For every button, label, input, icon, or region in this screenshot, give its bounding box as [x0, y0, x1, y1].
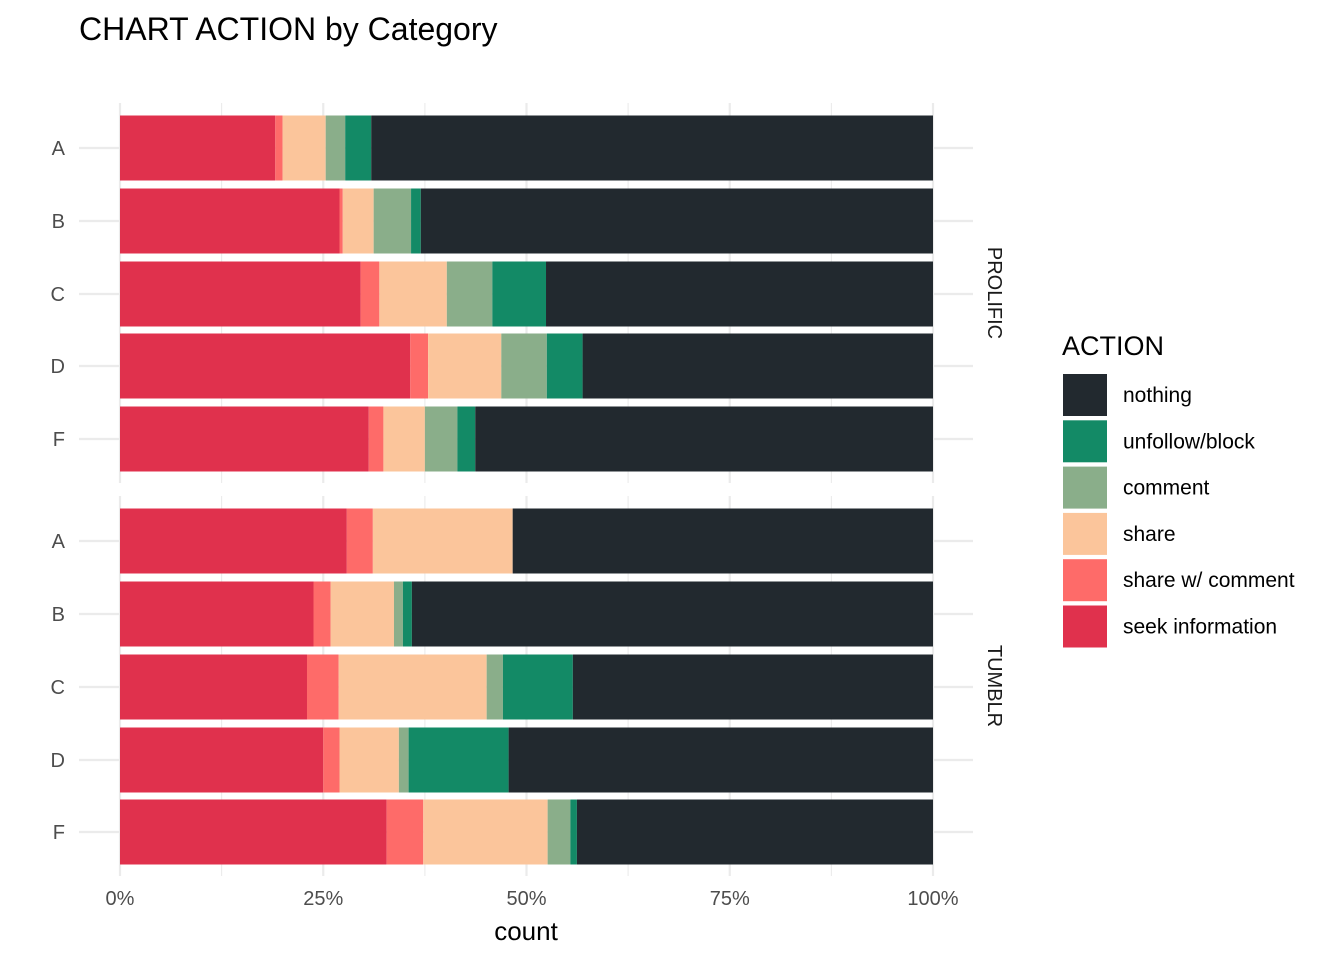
bar-segment-prolific-c-nothing	[546, 261, 933, 327]
bar-segment-tumblr-c-unfollow-block	[502, 654, 573, 720]
bar-segment-prolific-c-unfollow-block	[492, 261, 547, 327]
bar-segment-prolific-c-comment	[446, 261, 493, 327]
axes-layer: A B C D F PROLIFIC A B C D F TUMBLR 0% 25% 50% 75% 100%	[51, 138, 1005, 910]
bar-segment-prolific-a-comment	[325, 115, 346, 181]
bar-segment-prolific-d-comment	[501, 333, 547, 399]
bar-segment-tumblr-c-seek-information	[120, 654, 307, 720]
y-tick-label: A	[52, 531, 66, 553]
bar-segment-tumblr-c-share	[338, 654, 487, 720]
legend-key-unfollow-block	[1063, 420, 1107, 463]
bar-segment-tumblr-a-share	[372, 508, 513, 574]
facet-strip-label-prolific: PROLIFIC	[983, 247, 1005, 339]
bar-segment-prolific-a-nothing	[371, 115, 933, 181]
x-tick-label: 75%	[710, 888, 750, 910]
bar-segment-prolific-d-nothing	[582, 333, 933, 399]
bar-segment-prolific-b-share	[342, 188, 374, 254]
bar-segment-tumblr-a-nothing	[512, 508, 933, 574]
bar-segment-tumblr-c-comment	[486, 654, 503, 720]
x-tick-label: 25%	[303, 888, 343, 910]
y-tick-label: C	[51, 284, 65, 306]
y-tick-label: B	[52, 211, 65, 233]
legend-key-nothing	[1063, 374, 1107, 416]
legend-key-seek-information	[1063, 605, 1107, 648]
bar-segment-prolific-f-seek-information	[120, 406, 369, 472]
bar-segment-tumblr-b-comment	[393, 581, 403, 647]
y-tick-label: A	[52, 138, 66, 160]
x-axis-title: count	[494, 916, 558, 946]
y-tick-label: B	[52, 604, 65, 626]
bar-segment-prolific-d-share	[428, 333, 502, 399]
bar-segment-tumblr-f-seek-information	[120, 799, 387, 865]
bar-segment-prolific-a-unfollow-block	[345, 115, 372, 181]
bar-segment-tumblr-d-nothing	[508, 727, 933, 793]
bar-segment-prolific-f-unfollow-block	[457, 406, 476, 472]
bar-segment-prolific-f-nothing	[475, 406, 933, 472]
legend-label: comment	[1123, 477, 1210, 500]
bar-segment-tumblr-b-nothing	[411, 581, 933, 647]
legend: ACTION nothing unfollow/block comment share…	[1062, 331, 1295, 648]
bar-segment-prolific-b-nothing	[420, 188, 933, 254]
legend-label: unfollow/block	[1123, 430, 1255, 453]
bar-segment-prolific-b-comment	[373, 188, 412, 254]
bar-segment-tumblr-d-seek-information	[120, 727, 324, 793]
bars-layer	[120, 115, 933, 865]
y-tick-label: D	[51, 750, 65, 772]
bar-segment-tumblr-d-comment	[398, 727, 409, 793]
legend-key-comment	[1063, 466, 1107, 509]
y-tick-label: D	[51, 356, 65, 378]
bar-segment-tumblr-d-share	[339, 727, 399, 793]
bar-segment-tumblr-f-unfollow-block	[570, 799, 577, 865]
bar-segment-tumblr-a-share-w-comment	[346, 508, 373, 574]
bar-segment-tumblr-f-share	[423, 799, 548, 865]
bar-segment-prolific-f-share-w-comment	[368, 406, 384, 472]
bar-segment-tumblr-b-share	[330, 581, 394, 647]
bar-segment-tumblr-a-seek-information	[120, 508, 347, 574]
legend-label: nothing	[1123, 384, 1192, 407]
bar-segment-tumblr-b-unfollow-block	[402, 581, 412, 647]
legend-label: share w/ comment	[1123, 569, 1295, 592]
bar-segment-prolific-c-share-w-comment	[360, 261, 380, 327]
bar-segment-tumblr-d-unfollow-block	[408, 727, 509, 793]
bar-segment-tumblr-b-share-w-comment	[313, 581, 331, 647]
bar-segment-prolific-b-unfollow-block	[411, 188, 421, 254]
bar-segment-prolific-d-unfollow-block	[546, 333, 583, 399]
x-tick-label: 0%	[106, 888, 135, 910]
legend-key-share-w-comment	[1063, 559, 1107, 602]
bar-segment-prolific-f-share	[383, 406, 425, 472]
legend-key-share	[1063, 512, 1107, 555]
y-tick-label: F	[53, 429, 65, 451]
facet-strip-label-tumblr: TUMBLR	[983, 645, 1005, 727]
bar-segment-tumblr-f-nothing	[576, 799, 933, 865]
legend-title: ACTION	[1062, 331, 1164, 361]
y-tick-label: C	[51, 677, 65, 699]
bar-segment-tumblr-c-share-w-comment	[306, 654, 339, 720]
bar-segment-tumblr-d-share-w-comment	[323, 727, 340, 793]
legend-label: seek information	[1123, 616, 1277, 639]
bar-segment-tumblr-c-nothing	[572, 654, 933, 720]
bar-segment-prolific-b-share-w-comment	[339, 188, 343, 254]
bar-segment-prolific-f-comment	[424, 406, 458, 472]
bar-segment-prolific-a-share	[282, 115, 326, 181]
bar-segment-prolific-d-seek-information	[120, 333, 411, 399]
y-tick-label: F	[53, 822, 65, 844]
x-tick-label: 50%	[506, 888, 546, 910]
bar-segment-prolific-a-seek-information	[120, 115, 276, 181]
legend-label: share	[1123, 523, 1176, 546]
bar-segment-tumblr-f-comment	[547, 799, 571, 865]
bar-segment-tumblr-b-seek-information	[120, 581, 314, 647]
bar-segment-prolific-a-share-w-comment	[275, 115, 283, 181]
bar-segment-tumblr-f-share-w-comment	[386, 799, 424, 865]
bar-segment-prolific-b-seek-information	[120, 188, 340, 254]
x-tick-label: 100%	[907, 888, 958, 910]
chart-title: CHART ACTION by Category	[79, 11, 498, 47]
bar-segment-prolific-c-share	[379, 261, 447, 327]
bar-segment-prolific-c-seek-information	[120, 261, 361, 327]
bar-segment-prolific-d-share-w-comment	[410, 333, 429, 399]
